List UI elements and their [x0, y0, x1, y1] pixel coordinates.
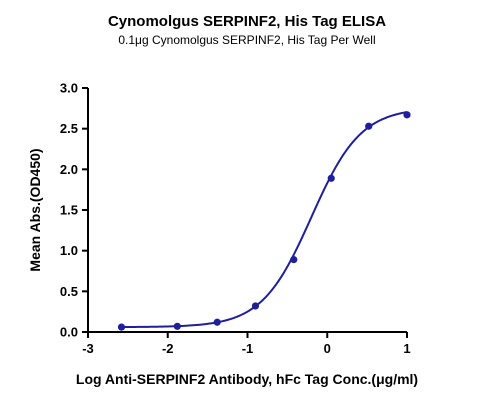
x-tick-label: -3 — [82, 341, 94, 356]
data-points — [117, 111, 411, 331]
x-tick-label: 1 — [403, 341, 410, 356]
data-point — [251, 302, 260, 310]
data-point — [213, 318, 221, 326]
y-axis-label: Mean Abs.(OD450) — [27, 148, 43, 271]
y-ticks: 0.0 0.5 1.0 1.5 2.0 2.5 3.0 — [60, 81, 88, 340]
y-tick-label: 1.0 — [60, 243, 78, 258]
x-axis-label: Log Anti-SERPINF2 Antibody, hFc Tag Conc… — [76, 371, 418, 387]
chart-title: Cynomolgus SERPINF2, His Tag ELISA — [108, 13, 386, 30]
data-point — [290, 256, 298, 264]
fit-curve — [121, 111, 408, 329]
data-point — [173, 322, 181, 330]
y-tick-label: 0.0 — [60, 325, 78, 340]
y-tick-label: 1.5 — [60, 203, 78, 218]
x-ticks: -3 -2 -1 0 1 — [82, 332, 411, 356]
chart-subtitle: 0.1μg Cynomolgus SERPINF2, His Tag Per W… — [118, 33, 375, 47]
data-point — [365, 122, 373, 130]
y-tick-label: 3.0 — [60, 81, 78, 96]
x-tick-label: 0 — [324, 341, 331, 356]
x-tick-label: -2 — [162, 341, 174, 356]
x-tick-label: -1 — [242, 341, 254, 356]
y-tick-label: 0.5 — [60, 284, 78, 299]
data-point — [117, 323, 126, 331]
y-tick-label: 2.5 — [60, 121, 78, 136]
data-point — [403, 111, 411, 119]
y-tick-label: 2.0 — [60, 162, 78, 177]
data-point — [327, 174, 335, 182]
